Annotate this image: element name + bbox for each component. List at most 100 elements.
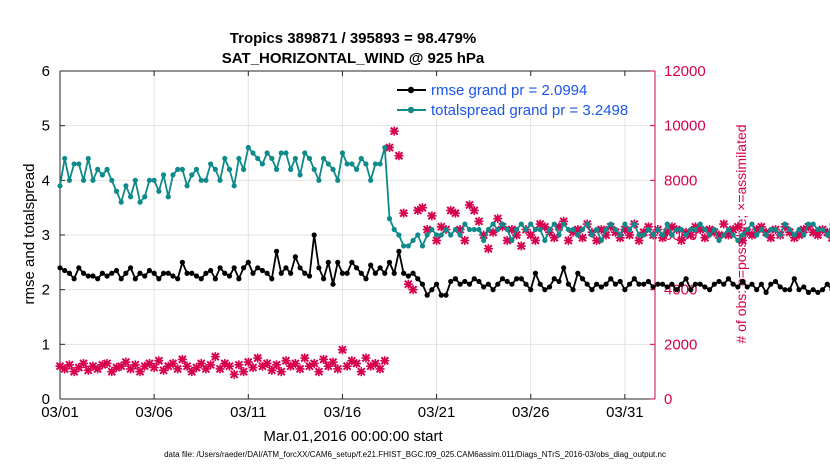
- spread-series-point: [551, 221, 557, 227]
- spread-series-point: [824, 232, 830, 238]
- spread-series-point: [382, 144, 388, 151]
- rmse-series-point: [99, 270, 105, 276]
- spread-series-point: [113, 188, 120, 194]
- rmse-series-point: [71, 276, 77, 282]
- obs-point: [733, 222, 743, 232]
- rmse-series-point: [518, 276, 524, 282]
- rmse-series-point: [349, 259, 355, 265]
- spread-series-point: [146, 177, 153, 183]
- rmse-series-point: [448, 278, 454, 285]
- rmse-series-point: [509, 281, 515, 287]
- rmse-series-point: [95, 276, 101, 282]
- rmse-series-point: [626, 281, 633, 287]
- rmse-series-point: [692, 281, 699, 287]
- spread-series-point: [636, 232, 642, 238]
- spread-series-point: [95, 166, 101, 172]
- spread-series-point: [66, 177, 73, 183]
- spread-series-point: [160, 172, 167, 178]
- rmse-series-point: [622, 287, 628, 293]
- obs-point: [469, 205, 479, 215]
- rmse-series-point: [306, 273, 313, 279]
- rmse-series-point: [650, 284, 656, 290]
- y-tick-left-label: 2: [42, 282, 50, 299]
- spread-series-point: [485, 226, 491, 233]
- data-file-footer: data file: /Users/raeder/DAI/ATM_forcXX/…: [164, 450, 666, 459]
- legend-entry: totalspread grand pr = 3.2498: [431, 102, 628, 119]
- rmse-series-point: [283, 265, 289, 271]
- rmse-series-point: [565, 281, 571, 287]
- rmse-series-point: [386, 259, 393, 265]
- rmse-series-point: [292, 254, 298, 260]
- rmse-series-point: [674, 287, 680, 293]
- obs-point: [337, 345, 347, 355]
- spread-series-point: [85, 155, 91, 162]
- rmse-series-point: [330, 281, 336, 287]
- rmse-series-point: [772, 278, 779, 285]
- rmse-series-point: [754, 287, 760, 293]
- spread-series-point: [57, 183, 63, 189]
- spread-series-point: [386, 216, 393, 222]
- obs-point: [394, 151, 404, 161]
- obs-point: [121, 357, 131, 367]
- obs-point: [159, 365, 169, 375]
- spread-series-point: [151, 177, 157, 183]
- rmse-series-point: [551, 276, 557, 282]
- rmse-series-point: [452, 276, 459, 282]
- rmse-series-point: [735, 284, 741, 290]
- obs-point: [102, 358, 112, 368]
- obs-point: [427, 211, 437, 221]
- rmse-series-point: [528, 287, 534, 293]
- spread-series-point: [777, 232, 783, 238]
- rmse-series-point: [372, 270, 378, 276]
- spread-series-point: [76, 161, 82, 167]
- spread-series-point: [344, 161, 350, 167]
- rmse-series-point: [594, 281, 600, 287]
- rmse-series-point: [170, 273, 176, 279]
- rmse-series-point: [368, 262, 374, 268]
- spread-series-point: [283, 150, 289, 156]
- rmse-series-point: [273, 248, 280, 254]
- spread-series-point: [443, 226, 449, 233]
- rmse-series-point: [66, 270, 73, 276]
- spread-series-point: [419, 243, 426, 249]
- spread-series-point: [631, 221, 637, 227]
- spread-series-point: [725, 226, 732, 233]
- rmse-series-point: [226, 273, 233, 279]
- rmse-series-point: [481, 284, 487, 290]
- spread-series-point: [297, 172, 303, 178]
- rmse-series-point: [758, 281, 764, 287]
- rmse-series-point: [405, 273, 411, 279]
- spread-series-point: [184, 183, 190, 189]
- rmse-series-point: [655, 281, 661, 287]
- spread-series-point: [744, 226, 750, 233]
- rmse-series-point: [504, 278, 510, 285]
- spread-series-point: [259, 161, 266, 167]
- rmse-series-point: [245, 259, 251, 265]
- spread-series-point: [410, 237, 416, 244]
- rmse-series-point: [598, 284, 604, 290]
- spread-series-point: [471, 226, 477, 233]
- spread-series-point: [401, 243, 407, 249]
- spread-series-point: [570, 226, 576, 233]
- spread-series-point: [255, 155, 261, 162]
- rmse-series-point: [749, 281, 755, 287]
- obs-point: [719, 219, 729, 229]
- spread-series-point: [438, 232, 444, 238]
- spread-series-point: [170, 172, 176, 178]
- spread-series-point: [330, 166, 336, 172]
- rmse-series-point: [222, 270, 228, 276]
- spread-series-point: [90, 177, 96, 183]
- spread-series-point: [659, 232, 666, 238]
- obs-point: [224, 361, 234, 371]
- rmse-series-point: [641, 281, 647, 287]
- spread-series-point: [226, 166, 233, 172]
- x-tick-label: 03/16: [324, 404, 362, 421]
- spread-series-point: [198, 177, 204, 183]
- obs-point: [563, 235, 573, 245]
- rmse-series-point: [278, 270, 284, 276]
- rmse-series-point: [339, 270, 346, 276]
- rmse-series-point: [664, 284, 670, 290]
- obs-point: [201, 364, 211, 374]
- obs-point: [319, 354, 329, 364]
- rmse-series-point: [824, 281, 830, 287]
